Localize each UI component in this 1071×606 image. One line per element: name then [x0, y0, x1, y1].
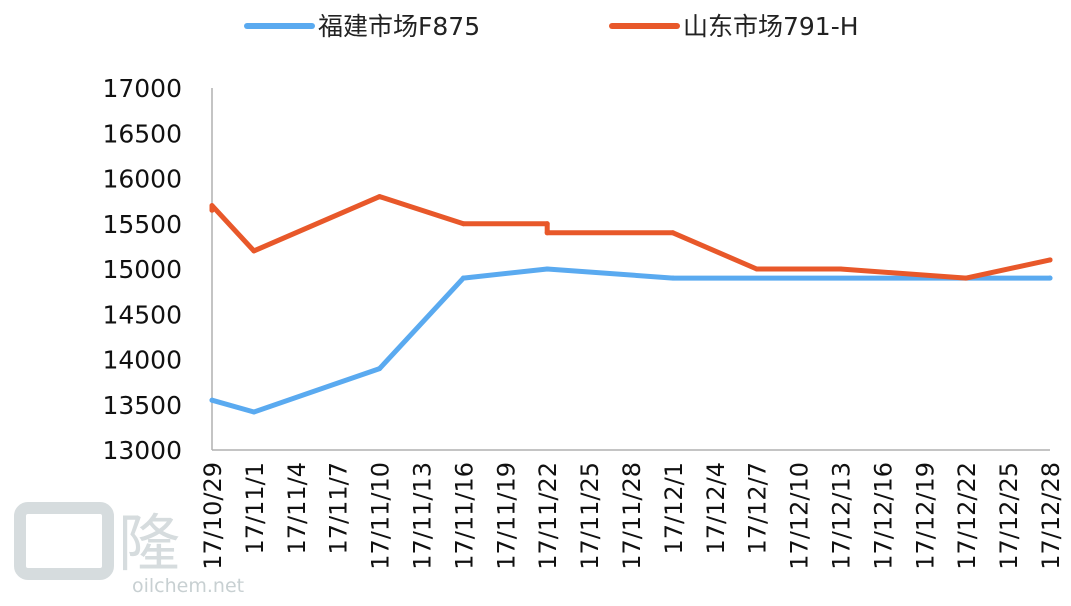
data-point: [838, 266, 843, 272]
data-point: [544, 221, 550, 227]
x-tick-label: 17/12/25: [995, 462, 1023, 570]
x-tick-label: 17/12/19: [911, 462, 939, 570]
x-axis: 17/10/29 17/11/1 17/11/4 17/11/7 17/11/10 17/…: [199, 449, 1065, 570]
data-point: [544, 266, 550, 272]
data-point: [251, 248, 257, 254]
y-tick-label: 16500: [102, 119, 182, 148]
x-tick-label: 17/10/29: [199, 462, 227, 570]
series-line-1: [209, 266, 1053, 415]
x-tick-label: 17/11/25: [576, 462, 604, 570]
data-point: [670, 275, 676, 281]
y-tick-label: 13000: [102, 436, 182, 465]
series-layer: [209, 194, 1053, 415]
y-tick-label: 17000: [102, 74, 182, 103]
series-line-2: [209, 194, 1053, 281]
x-tick-label: 17/11/1: [241, 462, 269, 555]
y-tick-label: 13500: [102, 391, 182, 420]
data-point: [1047, 257, 1053, 263]
data-point: [460, 221, 466, 227]
y-tick-label: 14500: [102, 300, 182, 329]
data-point: [670, 230, 676, 236]
x-tick-label: 17/12/1: [660, 462, 688, 555]
x-tick-label: 17/12/10: [786, 462, 814, 570]
x-tick-label: 17/12/16: [869, 462, 897, 570]
legend: 福建市场F875 山东市场791-H: [244, 12, 859, 41]
y-axis: 13000 13500 14000 14500 15000 15500 16000 16500…: [102, 74, 213, 465]
x-tick-label: 17/12/4: [702, 462, 730, 555]
x-tick-label: 17/11/16: [450, 462, 478, 570]
x-tick-label: 17/11/28: [618, 462, 646, 570]
data-point: [460, 275, 466, 281]
data-point: [251, 409, 257, 415]
y-tick-label: 15500: [102, 210, 182, 239]
x-tick-label: 17/12/28: [1037, 462, 1065, 570]
data-point: [1047, 275, 1053, 281]
legend-label: 山东市场791-H: [683, 12, 859, 41]
watermark-site-text: oilchem.net: [132, 575, 244, 597]
y-tick-label: 16000: [102, 165, 182, 194]
y-tick-label: 15000: [102, 255, 182, 284]
data-point: [963, 275, 969, 281]
x-tick-label: 17/12/13: [828, 462, 856, 570]
y-tick-label: 14000: [102, 346, 182, 375]
data-point: [209, 207, 215, 213]
data-point: [209, 397, 215, 403]
x-tick-label: 17/12/7: [744, 462, 772, 555]
watermark-logo-char: 隆: [118, 507, 180, 580]
x-tick-label: 17/11/10: [367, 462, 395, 570]
x-tick-label: 17/12/22: [953, 462, 981, 570]
x-tick-label: 17/11/22: [534, 462, 562, 570]
watermark-logo-icon: [14, 502, 114, 580]
data-point: [754, 266, 760, 272]
data-point: [544, 230, 550, 236]
data-point: [209, 203, 215, 209]
watermark: 隆 oilchem.net: [14, 502, 244, 597]
x-tick-label: 17/11/4: [283, 462, 311, 555]
x-tick-label: 17/11/19: [492, 462, 520, 570]
x-tick-label: 17/11/13: [409, 462, 437, 570]
x-tick-label: 17/11/7: [325, 462, 353, 555]
legend-label: 福建市场F875: [318, 12, 480, 41]
data-point: [377, 194, 383, 200]
data-point: [377, 366, 383, 372]
